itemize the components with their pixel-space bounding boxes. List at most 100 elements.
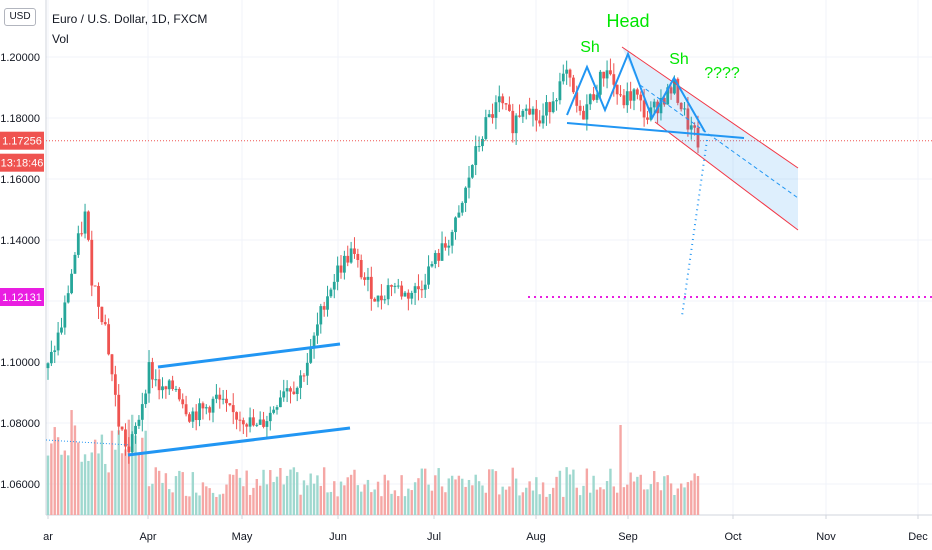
candle-body <box>595 94 599 100</box>
candle-body <box>588 94 592 105</box>
candle-body <box>130 434 134 452</box>
candle-body <box>491 114 494 118</box>
candle-body <box>524 108 528 111</box>
volume-bar <box>124 449 127 515</box>
volume-bar <box>693 473 696 515</box>
candle-body <box>120 426 124 430</box>
candle-body <box>662 97 666 105</box>
y-tick-label: 1.20000 <box>0 52 40 64</box>
volume-bar <box>477 481 481 515</box>
candle-body <box>390 285 393 287</box>
volume-bar <box>252 487 255 515</box>
volume-bar <box>504 489 508 515</box>
candle-body <box>60 327 63 333</box>
candle-body <box>541 115 545 124</box>
candle-body <box>433 252 437 265</box>
candle-body <box>268 412 272 422</box>
candle-body <box>693 125 697 128</box>
volume-bar <box>188 496 191 515</box>
volume-bar <box>575 487 578 515</box>
volume-bar <box>410 490 413 515</box>
candle-body <box>167 380 171 390</box>
volume-bar <box>248 494 252 515</box>
volume-bar <box>144 430 147 515</box>
volume-bar <box>430 490 434 515</box>
candle-body <box>204 407 208 409</box>
volume-bar <box>46 455 50 515</box>
volume-bar <box>221 493 225 515</box>
volume-bar <box>498 494 501 515</box>
candle-body <box>225 398 228 404</box>
volume-bar <box>629 472 632 515</box>
candle-body <box>272 409 276 413</box>
candle-body <box>231 405 235 413</box>
volume-bar <box>194 492 198 515</box>
x-tick-label: Jun <box>329 531 347 543</box>
volume-bar <box>360 491 363 515</box>
volume-bar <box>191 472 195 515</box>
candle-body <box>305 362 309 376</box>
candle-body <box>666 87 670 105</box>
candle-body <box>619 94 622 96</box>
candle-body <box>66 293 70 303</box>
volume-bar <box>285 475 289 515</box>
volume-bar <box>151 483 154 515</box>
candle-body <box>76 233 80 255</box>
candle-body <box>521 110 525 117</box>
candle-body <box>218 394 222 400</box>
volume-bar <box>676 488 679 515</box>
volume-bar <box>491 469 494 515</box>
volume-bar <box>168 489 171 515</box>
volume-bar <box>609 468 612 515</box>
candle-body <box>103 322 107 325</box>
volume-bar <box>450 475 454 515</box>
volume-bar <box>63 450 67 515</box>
volume-bar <box>383 474 386 515</box>
candle-body <box>282 391 286 398</box>
candle-body <box>299 375 302 388</box>
candle-body <box>689 125 693 130</box>
candle-body <box>252 417 255 426</box>
volume-bar <box>437 468 440 515</box>
candle-body <box>191 411 195 422</box>
volume-bar <box>413 482 417 515</box>
plot-area <box>46 0 932 515</box>
currency-button[interactable]: USD <box>4 8 36 26</box>
volume-bar <box>541 482 545 515</box>
candle-body <box>383 299 387 301</box>
volume-bar <box>50 443 53 515</box>
volume-bar <box>349 474 353 515</box>
candle-body <box>241 420 245 425</box>
candle-body <box>90 239 94 286</box>
volume-bar <box>434 475 437 515</box>
volume-bar <box>390 493 393 515</box>
volume-bar <box>494 471 498 515</box>
volume-bar <box>296 472 299 515</box>
candle-body <box>646 117 649 120</box>
volume-bar <box>198 495 201 515</box>
candle-body <box>49 351 53 364</box>
x-tick-label: ar <box>43 531 53 543</box>
candle-body <box>194 411 198 421</box>
volume-bar <box>447 478 450 515</box>
volume-bar <box>424 468 427 515</box>
candle-body <box>642 100 646 118</box>
candle-body <box>615 84 619 95</box>
volume-bar <box>322 467 326 515</box>
candle-body <box>444 243 447 248</box>
volume-bar <box>245 470 248 515</box>
volume-bar <box>636 476 639 515</box>
countdown-badge-bg <box>0 153 44 172</box>
candle-body <box>80 233 84 235</box>
candle-body <box>124 429 127 447</box>
x-tick-label: Jul <box>427 531 441 543</box>
candle-body <box>652 101 656 108</box>
volume-bar <box>471 485 474 515</box>
volume-bar <box>666 475 669 515</box>
candle-body <box>427 266 430 285</box>
volume-bar <box>619 425 622 515</box>
volume-bar <box>599 487 602 515</box>
volume-bar <box>457 475 461 515</box>
candle-body <box>177 388 181 400</box>
candle-body <box>625 91 629 106</box>
